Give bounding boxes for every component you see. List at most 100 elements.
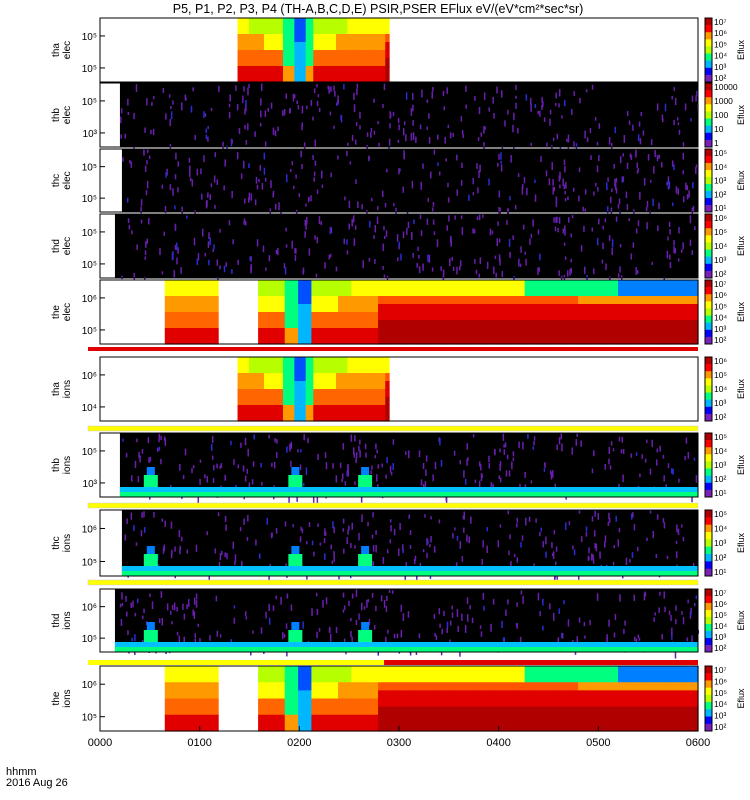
heatmap-cell <box>271 706 286 716</box>
heatmap-cell <box>311 288 326 297</box>
heatmap-cell <box>237 413 242 422</box>
noise-speck <box>653 166 655 174</box>
heatmap-cell <box>631 336 646 345</box>
noise-speck <box>216 463 218 469</box>
heatmap-cell <box>275 373 280 382</box>
heatmap-cell <box>658 714 672 724</box>
noise-speck <box>466 614 469 622</box>
noise-speck <box>317 94 320 98</box>
x-tick-label: 0200 <box>287 737 311 749</box>
heatmap-cell <box>332 357 337 366</box>
heatmap-cell <box>311 674 326 683</box>
heatmap-cell <box>511 336 526 345</box>
heatmap-cell <box>178 714 193 724</box>
noise-speck <box>337 95 339 104</box>
noise-speck <box>300 150 302 158</box>
heatmap-cell <box>338 280 353 289</box>
heatmap-cell <box>309 18 314 27</box>
heatmap-cell <box>284 690 299 700</box>
heatmap-cell <box>671 336 686 345</box>
noise-speck <box>343 84 345 90</box>
heatmap-cell <box>484 288 499 297</box>
colorbar-frame <box>704 279 713 345</box>
noise-speck <box>292 93 295 102</box>
heatmap-cell <box>248 26 254 35</box>
noise-speck <box>463 470 465 478</box>
noise-speck <box>649 179 652 183</box>
noise-speck <box>479 625 482 629</box>
heatmap-cell <box>324 714 339 724</box>
noise-speck <box>232 541 235 550</box>
noise-speck <box>162 88 165 94</box>
heatmap-cell <box>305 373 311 382</box>
heatmap-cell <box>178 336 193 345</box>
noise-speck <box>358 532 360 541</box>
noise-speck <box>500 164 503 172</box>
heatmap-cell <box>373 66 379 75</box>
noise-speck <box>274 203 277 210</box>
heatmap-cell <box>178 682 193 691</box>
noise-speck <box>169 610 172 615</box>
noise-speck <box>271 532 273 538</box>
noise-speck <box>461 227 464 236</box>
heatmap-cell <box>267 397 273 406</box>
noise-speck <box>554 483 557 488</box>
heatmap-cell <box>618 666 632 675</box>
heatmap-cell <box>294 405 299 414</box>
heatmap-cell <box>631 304 646 313</box>
noise-speck <box>533 441 535 446</box>
heatmap-cell <box>358 365 364 374</box>
colorbar-segment <box>705 378 712 386</box>
noise-speck <box>656 514 659 520</box>
heatmap-cell <box>524 698 539 708</box>
colorbar-tick-label: 10³ <box>714 632 726 642</box>
heatmap-cell <box>336 357 341 366</box>
heatmap-cell <box>324 42 330 51</box>
heatmap-cell <box>328 74 333 83</box>
heatmap-cell <box>204 674 219 683</box>
noise-speck <box>409 545 412 549</box>
panel-label: thdions <box>51 611 73 629</box>
noise-speck <box>474 259 476 264</box>
colorbar-segment <box>705 406 712 415</box>
heatmap-cell <box>245 381 250 390</box>
heatmap-cell <box>324 296 339 305</box>
heatmap-cell <box>338 722 353 732</box>
noise-speck <box>179 548 181 555</box>
heatmap-cell <box>271 405 277 414</box>
noise-speck <box>645 206 648 212</box>
heatmap-cell <box>366 413 371 422</box>
noise-speck <box>366 599 368 608</box>
noise-speck <box>473 229 476 234</box>
heatmap-cell <box>351 42 356 51</box>
heatmap-cell <box>404 698 419 708</box>
heatmap-cell <box>551 288 566 297</box>
noise-speck <box>317 454 319 461</box>
heatmap-cell <box>644 706 659 716</box>
heatmap-cell <box>290 397 295 406</box>
heatmap-cell <box>191 714 206 724</box>
colorbar-segment <box>705 454 712 462</box>
heatmap-cell <box>271 666 286 675</box>
noise-speck <box>437 162 439 166</box>
noise-speck <box>189 165 191 170</box>
noise-speck <box>593 268 595 275</box>
noise-speck <box>295 174 297 179</box>
heatmap-cell <box>305 50 311 59</box>
heatmap-cell <box>484 690 499 700</box>
y-tick-label: 10⁵ <box>82 634 97 645</box>
noise-speck <box>337 100 339 105</box>
heatmap-cell <box>511 320 526 329</box>
noise-speck <box>357 201 359 209</box>
heatmap-cell <box>324 365 330 374</box>
noise-speck <box>244 611 247 617</box>
noise-speck <box>681 524 683 528</box>
noise-speck <box>561 115 563 119</box>
x-tick-label: 0300 <box>387 737 411 749</box>
x-axis-label-hhmm: hhmm <box>6 766 37 778</box>
heatmap-cell <box>271 397 277 406</box>
noise-speck <box>618 436 621 442</box>
colorbar-label: Eflux <box>736 378 746 399</box>
heatmap-cell <box>267 365 273 374</box>
